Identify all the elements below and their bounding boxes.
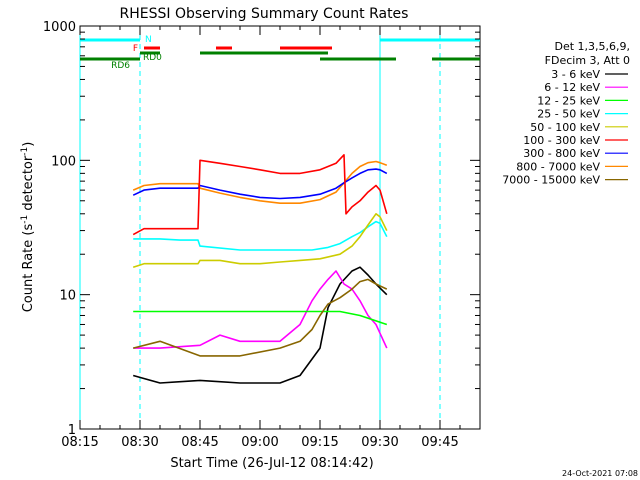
annotation-label-cyan-n: N	[145, 35, 152, 45]
series-line-3to6kev	[132, 266, 388, 384]
x-axis-ticks: 08:15 08:30 08:45 09:00 09:15 09:30 09:45	[61, 26, 461, 450]
x-tick-label: 08:15	[61, 435, 98, 450]
y-tick-label: 100	[51, 154, 76, 169]
series-line-12to25kev	[133, 310, 388, 326]
series-line-7000to15000kev	[133, 278, 388, 357]
legend: Det 1,3,5,6,9, FDecim 3, Att 0 3 - 6 keV…	[502, 40, 630, 187]
legend-entry-label: 800 - 7000 keV	[516, 160, 600, 173]
y-tick-label: 10	[59, 289, 76, 304]
series-line-800to7000kev	[132, 160, 388, 204]
annotation-label-green-rd6: RD6	[111, 61, 130, 71]
x-tick-label: 08:45	[181, 435, 218, 450]
legend-entry-label: 3 - 6 keV	[551, 68, 600, 81]
y-tick-label: 1000	[43, 20, 76, 35]
series-line-50to100kev	[132, 213, 388, 268]
x-tick-label: 09:45	[421, 435, 458, 450]
series-line-100to300kev	[132, 154, 388, 236]
annotation-label-red-f: F	[133, 44, 138, 54]
legend-entry-label: 6 - 12 keV	[544, 81, 600, 94]
annotation-label-green-rd0: RD0	[143, 53, 162, 63]
x-tick-label: 08:30	[121, 435, 158, 450]
series-line-6to12kev	[133, 270, 388, 349]
chart-title: RHESSI Observing Summary Count Rates	[120, 6, 409, 22]
series-line-300to800kev	[132, 168, 388, 200]
annotation-bars: NF RD0 RD6	[80, 35, 480, 71]
y-tick-label: 1	[68, 423, 76, 438]
legend-entry-label: 12 - 25 keV	[537, 94, 600, 107]
x-tick-label: 09:00	[241, 435, 278, 450]
legend-entry-label: 50 - 100 keV	[530, 121, 600, 134]
timestamp: 24-Oct-2021 07:08	[562, 469, 638, 478]
series-line-25to50kev	[133, 220, 388, 251]
y-axis-label: Count Rate (s-1 detector-1)	[20, 142, 36, 313]
series-lines	[132, 154, 388, 384]
y-axis-ticks: 1 10 100 1000	[43, 20, 480, 438]
legend-entry-label: 7000 - 15000 keV	[502, 174, 600, 187]
legend-entry-label: 300 - 800 keV	[523, 147, 600, 160]
legend-header-line-2: FDecim 3, Att 0	[545, 54, 630, 67]
x-tick-label: 09:30	[361, 435, 398, 450]
legend-entry-label: 100 - 300 keV	[523, 134, 600, 147]
x-axis-label: Start Time (26-Jul-12 08:14:42)	[170, 456, 373, 471]
x-tick-label: 09:15	[301, 435, 338, 450]
legend-header-line-1: Det 1,3,5,6,9,	[554, 40, 630, 53]
legend-entry-label: 25 - 50 keV	[537, 108, 600, 121]
vertical-markers	[79, 26, 441, 429]
